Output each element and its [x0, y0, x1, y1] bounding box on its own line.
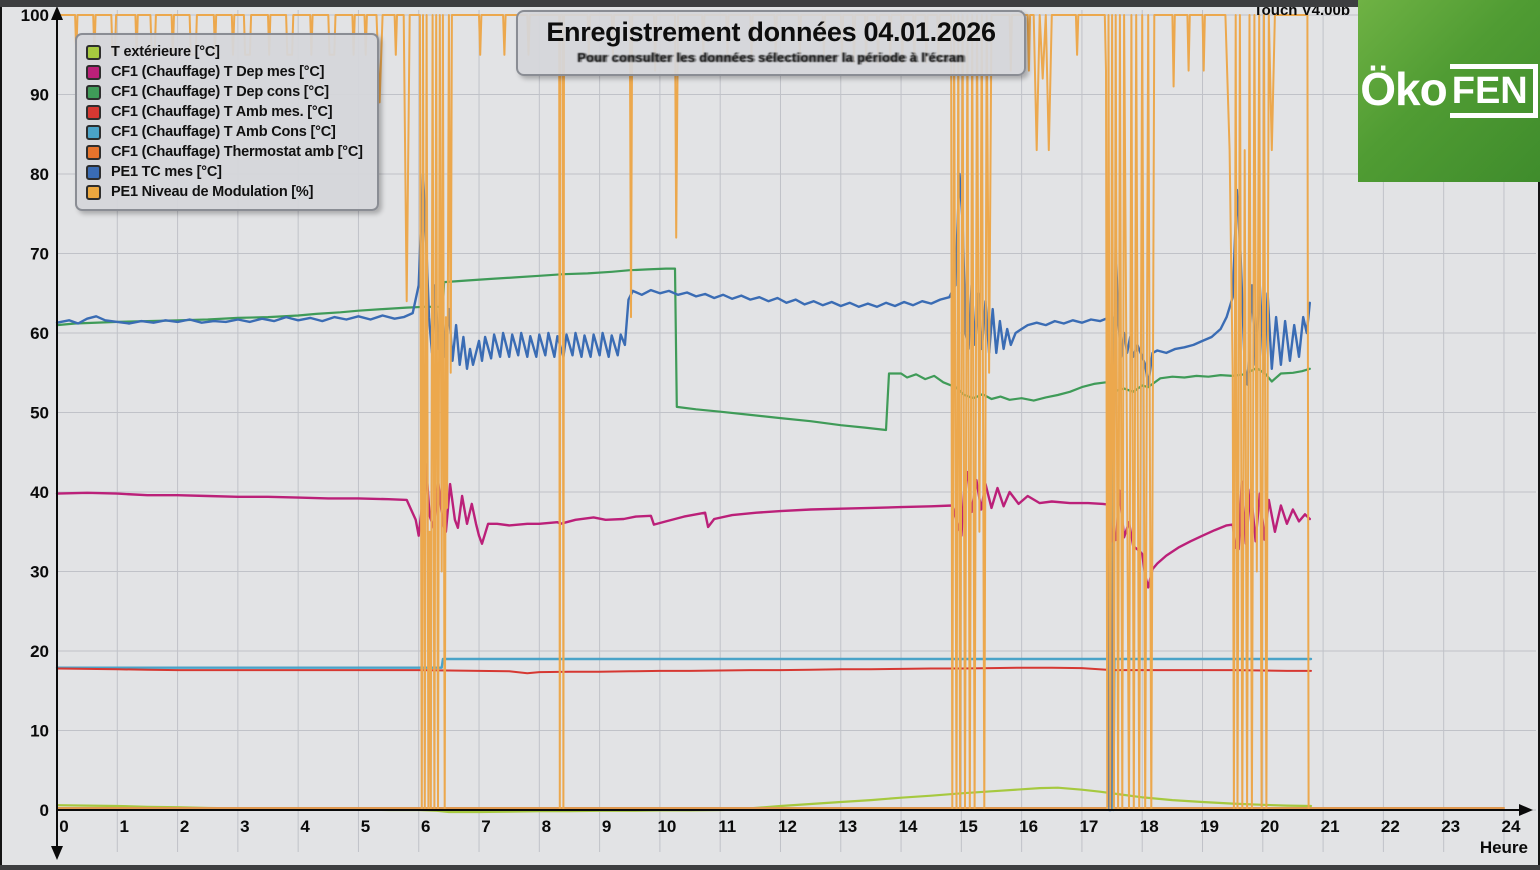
legend-item: CF1 (Chauffage) T Amb mes. [°C]: [86, 102, 363, 122]
svg-text:10: 10: [657, 817, 676, 836]
legend-label: T extérieure [°C]: [111, 44, 220, 60]
svg-text:30: 30: [30, 563, 49, 582]
legend-item: CF1 (Chauffage) Thermostat amb [°C]: [86, 142, 363, 162]
svg-text:5: 5: [361, 817, 370, 836]
legend-swatch: [86, 144, 101, 160]
svg-text:21: 21: [1321, 817, 1340, 836]
legend-label: CF1 (Chauffage) T Amb mes. [°C]: [111, 104, 333, 120]
svg-text:80: 80: [30, 165, 49, 184]
svg-text:4: 4: [300, 817, 310, 836]
svg-text:0: 0: [40, 801, 49, 820]
svg-text:18: 18: [1140, 817, 1159, 836]
svg-text:24: 24: [1501, 817, 1520, 836]
window-border-bottom: [0, 865, 1540, 870]
legend-swatch: [86, 184, 101, 200]
axes: [56, 14, 1524, 852]
logo-text-fen: FEN: [1449, 64, 1538, 118]
svg-text:23: 23: [1441, 817, 1460, 836]
legend-label: PE1 Niveau de Modulation [%]: [111, 184, 314, 200]
svg-text:17: 17: [1079, 817, 1098, 836]
series-line: [55, 267, 1311, 432]
svg-text:90: 90: [30, 86, 49, 105]
svg-text:22: 22: [1381, 817, 1400, 836]
svg-text:0: 0: [59, 817, 68, 836]
svg-text:3: 3: [240, 817, 249, 836]
svg-text:6: 6: [421, 817, 430, 836]
chart-title-box: Enregistrement données 04.01.2026 Pour c…: [516, 10, 1026, 76]
svg-text:70: 70: [30, 245, 49, 264]
legend-swatch: [86, 164, 101, 180]
svg-text:60: 60: [30, 324, 49, 343]
okofen-wordmark: Öko FEN: [1360, 63, 1538, 118]
svg-text:19: 19: [1200, 817, 1219, 836]
x-axis-label: Heure: [1480, 838, 1528, 857]
chart-legend: T extérieure [°C] CF1 (Chauffage) T Dep m…: [75, 33, 379, 211]
legend-label: CF1 (Chauffage) T Amb Cons [°C]: [111, 124, 336, 140]
page-title: Enregistrement données 04.01.2026: [546, 17, 996, 47]
svg-text:7: 7: [481, 817, 490, 836]
svg-text:8: 8: [542, 817, 551, 836]
legend-swatch: [86, 64, 101, 80]
svg-text:16: 16: [1019, 817, 1038, 836]
legend-swatch: [86, 44, 101, 60]
legend-label: CF1 (Chauffage) T Dep cons [°C]: [111, 84, 329, 100]
legend-label: CF1 (Chauffage) T Dep mes [°C]: [111, 64, 325, 80]
legend-swatch: [86, 104, 101, 120]
legend-label: CF1 (Chauffage) Thermostat amb [°C]: [111, 144, 363, 160]
svg-text:11: 11: [718, 817, 736, 836]
svg-text:1: 1: [120, 817, 129, 836]
legend-label: PE1 TC mes [°C]: [111, 164, 222, 180]
legend-item: T extérieure [°C]: [86, 42, 363, 62]
svg-text:100: 100: [21, 6, 49, 25]
chart-subtitle: Pour consulter les données sélectionner …: [577, 51, 965, 65]
svg-text:40: 40: [30, 483, 49, 502]
legend-item: PE1 Niveau de Modulation [%]: [86, 182, 363, 202]
svg-text:9: 9: [602, 817, 611, 836]
legend-item: CF1 (Chauffage) T Dep cons [°C]: [86, 82, 363, 102]
svg-text:20: 20: [30, 642, 49, 661]
x-tick-labels: 0 1 2 3 4 5 6 7 8 9 10 11 12 13 14 15 16 17 18 19 20 21 22 23 24: [59, 817, 1521, 836]
svg-text:2: 2: [180, 817, 189, 836]
svg-text:50: 50: [30, 404, 49, 423]
series-line: [56, 666, 1312, 675]
svg-text:13: 13: [838, 817, 857, 836]
okofen-logo: Öko FEN: [1358, 0, 1540, 182]
logo-text-oko: Öko: [1360, 63, 1447, 115]
svg-text:12: 12: [778, 817, 797, 836]
axis-arrows: [51, 6, 1533, 860]
legend-swatch: [86, 124, 101, 140]
legend-swatch: [86, 84, 101, 100]
y-tick-labels: 0 10 20 30 40 50 60 70 80 90 100: [21, 6, 49, 820]
svg-text:14: 14: [899, 817, 918, 836]
svg-text:15: 15: [959, 817, 978, 836]
svg-text:20: 20: [1260, 817, 1279, 836]
window-border-top: [0, 0, 1540, 7]
legend-item: CF1 (Chauffage) T Amb Cons [°C]: [86, 122, 363, 142]
legend-item: CF1 (Chauffage) T Dep mes [°C]: [86, 62, 363, 82]
svg-text:10: 10: [30, 722, 49, 741]
legend-item: PE1 TC mes [°C]: [86, 162, 363, 182]
